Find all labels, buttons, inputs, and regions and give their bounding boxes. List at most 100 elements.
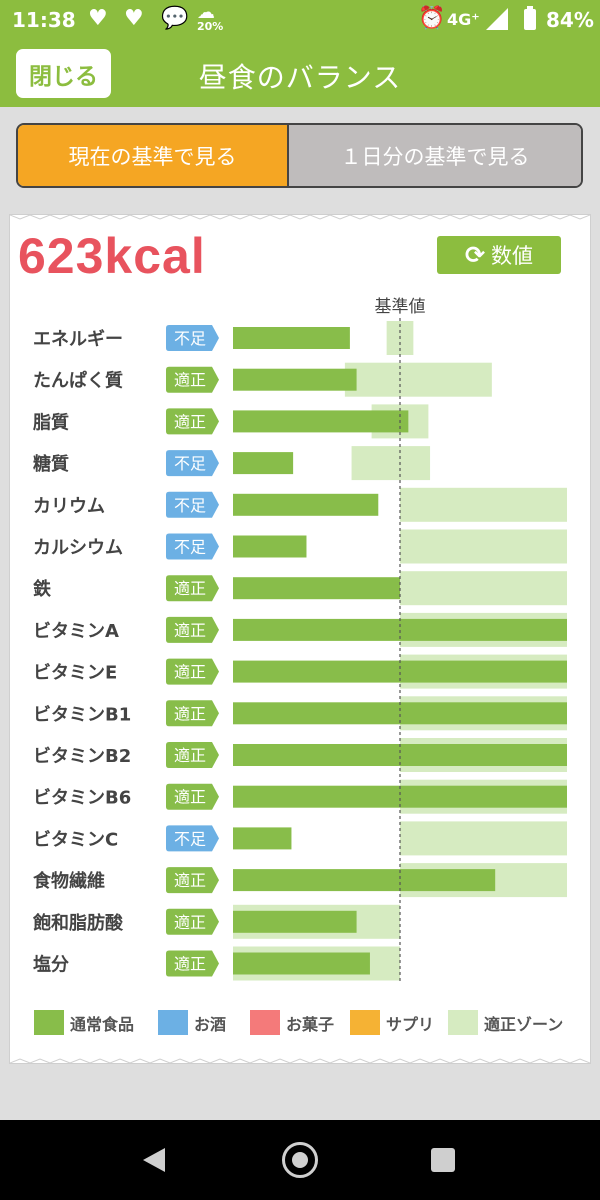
status-tag — [166, 450, 219, 477]
status-tag — [166, 825, 219, 852]
nutrient-bar — [233, 327, 350, 349]
status-tag — [166, 658, 219, 685]
optimal-zone — [400, 571, 567, 606]
nutrient-label: ビタミンE — [33, 663, 117, 684]
tab-daily-standard[interactable]: １日分の基準で見る — [289, 125, 581, 186]
nutrient-label: 塩分 — [33, 954, 69, 976]
status-tag — [166, 867, 219, 894]
status-tag-label: 適正 — [174, 746, 206, 765]
alarm-icon: ⏰ — [418, 6, 446, 31]
status-tag — [166, 742, 219, 768]
status-bar: 11:38 ♥ ♥ 💬 ☁ 20% ⏰ 4G⁺ 84% — [0, 0, 600, 40]
nutrient-bar — [233, 952, 370, 975]
nutrient-bar — [233, 368, 357, 391]
legend-item-snacks: お菓子 — [250, 1010, 334, 1035]
status-tag-label: 不足 — [174, 829, 206, 848]
chat-bubble-icon: 💬 — [161, 6, 189, 31]
status-tag-label: 適正 — [174, 871, 206, 890]
home-icon[interactable] — [282, 1142, 318, 1178]
nutrient-bar — [233, 493, 379, 516]
legend-item-regular-food: 通常食品 — [34, 1010, 134, 1035]
status-tag-label: 適正 — [174, 663, 206, 682]
battery-icon — [524, 6, 536, 30]
back-icon[interactable] — [143, 1148, 165, 1172]
system-nav-bar — [0, 1120, 600, 1200]
status-tag-label: 適正 — [174, 412, 206, 431]
status-tag-label: 適正 — [174, 579, 206, 598]
status-tag-label: 不足 — [174, 496, 206, 515]
legend-swatch — [34, 1010, 64, 1035]
reference-label: 基準値 — [375, 297, 426, 317]
status-tag — [166, 491, 219, 518]
status-time: 11:38 — [12, 8, 76, 32]
legend-swatch — [250, 1010, 280, 1035]
recent-apps-icon[interactable] — [431, 1148, 455, 1172]
network-type: 4G⁺ — [447, 10, 480, 29]
show-values-button[interactable]: ⟳ 数値 — [437, 236, 561, 274]
status-tag — [166, 533, 219, 560]
weather-percent: 20% — [197, 20, 224, 33]
nutrient-label: ビタミンB2 — [33, 746, 131, 767]
legend-swatch — [158, 1010, 188, 1035]
legend-item-optimal-zone: 適正ゾーン — [448, 1010, 563, 1035]
status-tag-label: 適正 — [174, 788, 206, 807]
calorie-total: 623kcal — [18, 228, 206, 284]
nutrient-bar — [233, 910, 357, 933]
nutrient-bar — [233, 535, 307, 558]
legend-swatch — [448, 1010, 478, 1035]
close-button[interactable]: 閉じる — [16, 49, 111, 98]
tab-current-standard[interactable]: 現在の基準で見る — [18, 125, 289, 186]
legend-label: 通常食品 — [70, 1014, 135, 1034]
heart-icon: ♥ — [124, 6, 144, 31]
optimal-zone — [400, 487, 567, 522]
legend-item-supplement: サプリ — [350, 1010, 434, 1035]
status-tag-label: 不足 — [174, 454, 206, 473]
nutrient-bar — [233, 744, 567, 766]
status-tag-label: 不足 — [174, 329, 206, 348]
status-tag-label: 適正 — [174, 913, 206, 932]
legend-item-alcohol: お酒 — [158, 1010, 226, 1035]
card-zigzag-top — [10, 215, 590, 220]
nutrient-bar — [233, 577, 400, 600]
battery-percent: 84% — [546, 8, 594, 32]
nutrient-bar — [233, 869, 496, 892]
nutrient-label: 飽和脂肪酸 — [32, 912, 124, 934]
nutrient-label: エネルギー — [33, 329, 123, 350]
nutrient-bar — [233, 660, 567, 683]
app-header: 11:38 ♥ ♥ 💬 ☁ 20% ⏰ 4G⁺ 84% 閉じる 昼食のバランス — [0, 0, 600, 107]
nutrient-label: ビタミンC — [33, 829, 118, 850]
optimal-zone — [351, 446, 431, 481]
nutrient-bar — [233, 785, 567, 808]
status-tag-label: 適正 — [174, 371, 206, 390]
legend-label: サプリ — [386, 1014, 435, 1034]
optimal-zone — [400, 529, 567, 564]
nutrition-balance-card: エネルギー 不足 たんぱく質 適正 脂質 適正 糖質 不足 カリウム 不足 カルシウム 不足鉄適正 ビタ… — [10, 215, 590, 1063]
status-tag — [166, 908, 219, 935]
status-tag — [166, 408, 219, 435]
nutrient-label: 糖質 — [33, 453, 69, 475]
nutrient-label: ビタミンA — [33, 621, 119, 642]
status-tag — [166, 325, 219, 351]
card-zigzag-bottom — [10, 1058, 590, 1063]
nutrient-bar — [233, 618, 567, 641]
nutrient-label: 脂質 — [33, 411, 69, 433]
optimal-zone — [344, 362, 492, 397]
nutrient-label: ビタミンB1 — [33, 704, 131, 725]
nutrient-label: カリウム — [33, 496, 105, 517]
nutrient-label: たんぱく質 — [33, 370, 123, 392]
nutrient-label: カルシウム — [33, 538, 123, 559]
nutrient-label: ビタミンB6 — [33, 788, 131, 809]
status-tag — [166, 700, 219, 727]
nutrient-bar — [233, 410, 409, 433]
legend-swatch — [350, 1010, 380, 1035]
nutrient-bar — [233, 452, 294, 475]
legend-label: お菓子 — [286, 1014, 335, 1034]
status-tag — [166, 575, 219, 602]
status-tag-label: 適正 — [174, 955, 206, 974]
show-values-label: 数値 — [491, 244, 534, 268]
nutrient-label: 鉄 — [33, 578, 51, 600]
legend-label: お酒 — [194, 1014, 227, 1034]
status-tag-label: 不足 — [174, 538, 206, 557]
page-title: 昼食のバランス — [198, 61, 402, 94]
